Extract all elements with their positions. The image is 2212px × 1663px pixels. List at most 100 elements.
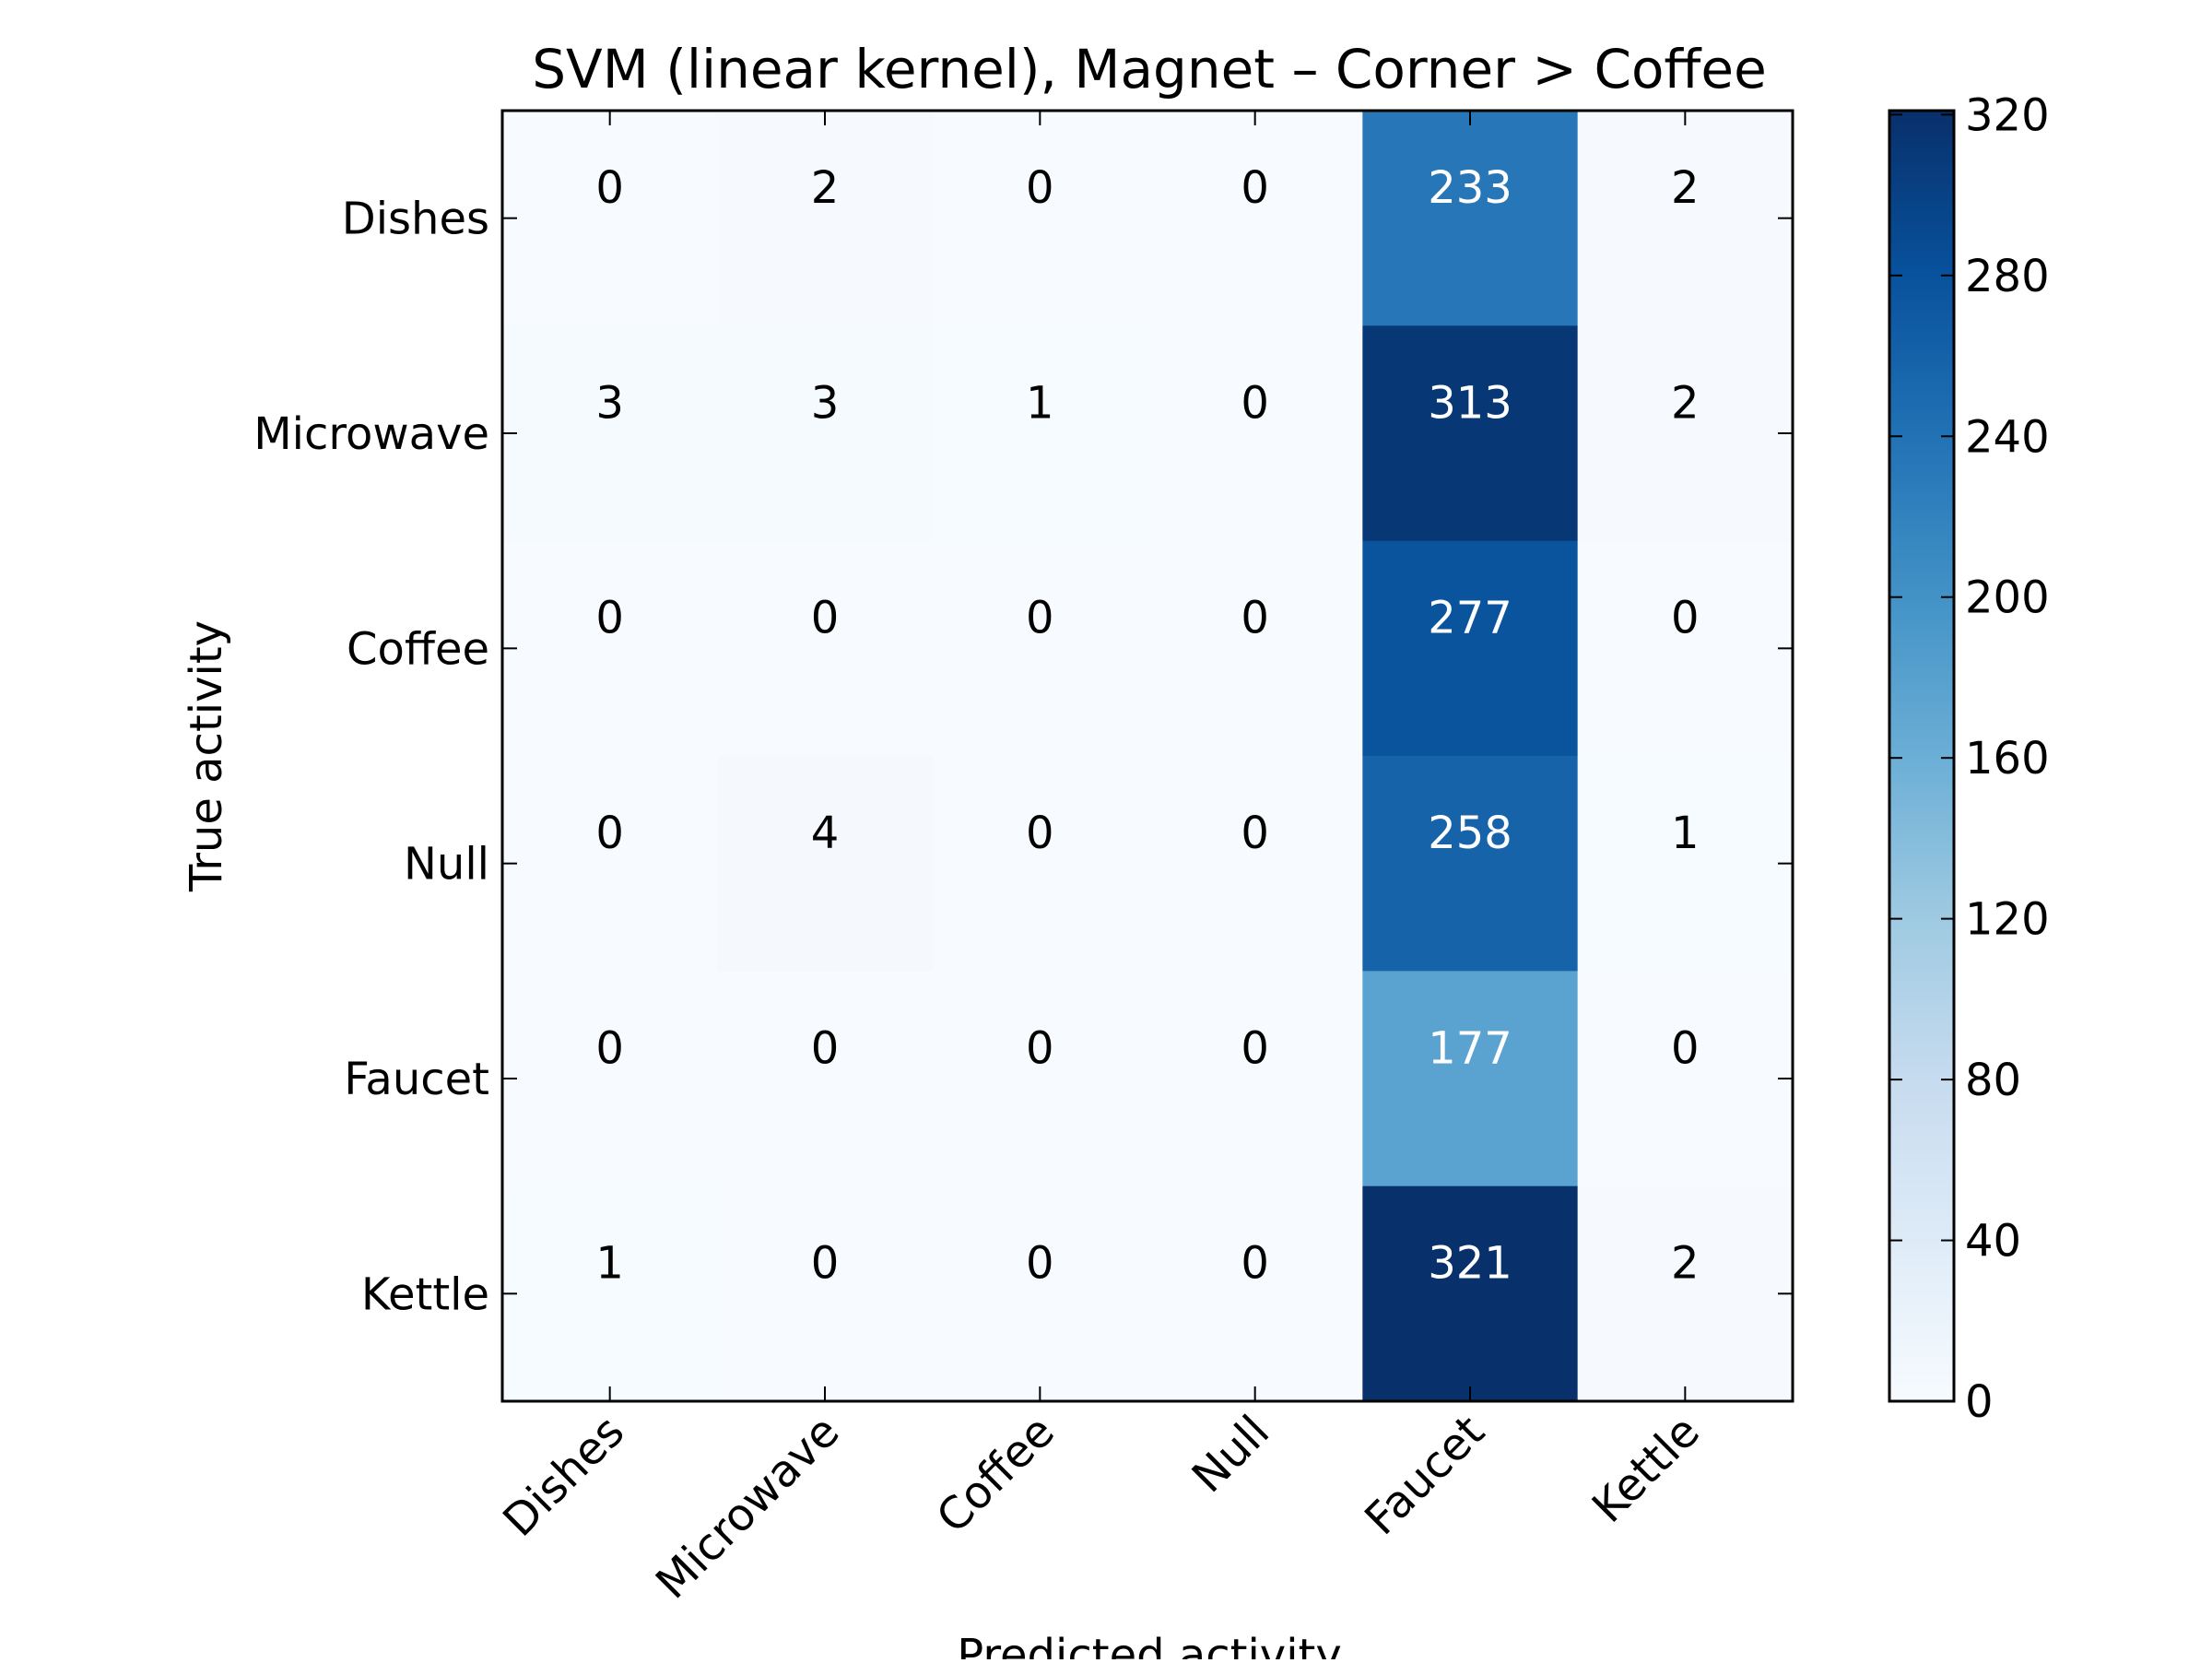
colorbar-tick-label: 0 — [1965, 1376, 1994, 1428]
chart-title: SVM (linear kernel), Magnet – Corner > C… — [532, 38, 1767, 100]
colorbar-tick-label: 280 — [1965, 251, 2050, 302]
heatmap-cell-r0-c2 — [932, 111, 1148, 326]
heatmap-cell-r1-c2 — [932, 325, 1148, 542]
x-axis-label: Predicted activity — [957, 1630, 1342, 1659]
heatmap-cell-r0-c0 — [502, 111, 718, 326]
cell-value-label-r0-c1: 2 — [811, 162, 840, 214]
colorbar-tick-label: 40 — [1965, 1216, 2021, 1268]
y-tick-labels: Dishes Microwave Coffee Null Faucet Kettle — [253, 194, 489, 1321]
y-tick-label: Null — [404, 839, 489, 890]
cell-value-label-r4-c3: 0 — [1241, 1022, 1269, 1074]
cell-value-label-r4-c0: 0 — [595, 1022, 624, 1074]
cell-value-label-r2-c3: 0 — [1241, 593, 1269, 644]
heatmap-cell-r4-c3 — [1147, 971, 1363, 1187]
colorbar-tick-label: 240 — [1965, 411, 2050, 463]
cell-value-label-r2-c4: 277 — [1428, 593, 1512, 644]
cell-value-label-r3-c1: 4 — [811, 808, 840, 859]
heatmap-cell-r0-c3 — [1147, 111, 1363, 326]
heatmap-cell-r1-c1 — [717, 325, 934, 542]
x-tick-label: Kettle — [1583, 1406, 1710, 1533]
cell-value-label-r4-c1: 0 — [811, 1022, 840, 1074]
colorbar-tick-label: 200 — [1965, 572, 2050, 624]
heatmap-cell-r1-c4 — [1362, 325, 1579, 542]
cell-value-label-r0-c4: 233 — [1428, 162, 1512, 214]
heatmap-cell-labels: 0 2 0 0 233 23 3 1 0 313 20 0 0 0 277 00 4 0 0 258 10 0 0 0 177 0… — [595, 162, 1699, 1290]
y-tick-label: Coffee — [347, 623, 489, 675]
heatmap-cell-r3-c5 — [1577, 756, 1794, 972]
cell-value-label-r5-c0: 1 — [595, 1238, 624, 1290]
cell-value-label-r2-c0: 0 — [595, 593, 624, 644]
heatmap-cell-r4-c2 — [932, 971, 1148, 1187]
heatmap-cell-r0-c5 — [1577, 111, 1794, 326]
cell-value-label-r5-c4: 321 — [1428, 1238, 1512, 1290]
heatmap-cells — [502, 111, 1794, 1402]
cell-value-label-r4-c5: 0 — [1671, 1022, 1700, 1074]
cell-value-label-r5-c1: 0 — [811, 1238, 840, 1290]
heatmap-cell-r2-c0 — [502, 540, 718, 757]
heatmap-cell-r4-c0 — [502, 971, 718, 1187]
colorbar-tick-label: 80 — [1965, 1055, 2021, 1106]
cell-value-label-r4-c2: 0 — [1026, 1022, 1054, 1074]
heatmap-cell-r4-c5 — [1577, 971, 1794, 1187]
heatmap-cell-r5-c2 — [932, 1185, 1148, 1402]
cell-value-label-r1-c3: 0 — [1241, 377, 1269, 429]
cell-value-label-r5-c3: 0 — [1241, 1238, 1269, 1290]
colorbar-ticks: 0 40 80 120 160 200 240 280 320 — [1889, 89, 2050, 1428]
y-tick-label: Dishes — [342, 194, 489, 245]
cell-value-label-r4-c4: 177 — [1428, 1022, 1512, 1074]
x-tick-labels: Dishes Microwave Coffee Null Faucet Kettle — [493, 1406, 1710, 1609]
heatmap-cell-r3-c4 — [1362, 756, 1579, 972]
cell-value-label-r5-c5: 2 — [1671, 1238, 1700, 1290]
heatmap-cell-r3-c1 — [717, 756, 934, 972]
cell-value-label-r5-c2: 0 — [1026, 1238, 1054, 1290]
heatmap-cell-r3-c2 — [932, 756, 1148, 972]
heatmap-cell-r2-c1 — [717, 540, 934, 757]
x-tick-label: Coffee — [927, 1406, 1065, 1543]
heatmap-cell-r2-c3 — [1147, 540, 1363, 757]
y-tick-label: Microwave — [253, 408, 489, 460]
x-tick-label: Null — [1182, 1406, 1279, 1503]
cell-value-label-r2-c2: 0 — [1026, 593, 1054, 644]
cell-value-label-r0-c0: 0 — [595, 162, 624, 214]
heatmap-cell-r5-c5 — [1577, 1185, 1794, 1402]
x-tick-label: Faucet — [1355, 1406, 1494, 1545]
heatmap-cell-r5-c3 — [1147, 1185, 1363, 1402]
cell-value-label-r1-c5: 2 — [1671, 377, 1700, 429]
y-tick-label: Faucet — [344, 1054, 489, 1105]
heatmap-cell-r0-c4 — [1362, 111, 1579, 326]
heatmap-cell-r1-c0 — [502, 325, 718, 542]
cell-value-label-r1-c0: 3 — [595, 377, 624, 429]
heatmap-cell-r5-c1 — [717, 1185, 934, 1402]
cell-value-label-r1-c4: 313 — [1428, 377, 1512, 429]
cell-value-label-r1-c2: 1 — [1026, 377, 1054, 429]
heatmap-cell-r5-c4 — [1362, 1185, 1579, 1402]
cell-value-label-r2-c1: 0 — [811, 593, 840, 644]
y-axis-label: True activity — [181, 620, 232, 892]
colorbar-tick-label: 320 — [1965, 89, 2050, 141]
cell-value-label-r0-c3: 0 — [1241, 162, 1269, 214]
y-tick-label: Kettle — [361, 1268, 489, 1320]
heatmap-cell-r4-c4 — [1362, 971, 1579, 1187]
cell-value-label-r3-c5: 1 — [1671, 808, 1700, 859]
colorbar-tick-label: 160 — [1965, 733, 2050, 784]
heatmap-cell-r3-c3 — [1147, 756, 1363, 972]
cell-value-label-r3-c0: 0 — [595, 808, 624, 859]
heatmap-cell-r2-c5 — [1577, 540, 1794, 757]
heatmap-cell-r4-c1 — [717, 971, 934, 1187]
x-tick-label: Microwave — [646, 1406, 849, 1609]
heatmap-cell-r1-c3 — [1147, 325, 1363, 542]
cell-value-label-r0-c2: 0 — [1026, 162, 1054, 214]
x-tick-label: Dishes — [493, 1406, 634, 1547]
cell-value-label-r1-c1: 3 — [811, 377, 840, 429]
cell-value-label-r3-c4: 258 — [1428, 808, 1512, 859]
heatmap-cell-r2-c4 — [1362, 540, 1579, 757]
heatmap-cell-r3-c0 — [502, 756, 718, 972]
colorbar-tick-label: 120 — [1965, 894, 2050, 946]
axis-ticks — [502, 111, 1793, 1401]
heatmap-cell-r2-c2 — [932, 540, 1148, 757]
cell-value-label-r3-c3: 0 — [1241, 808, 1269, 859]
heatmap-cell-r5-c0 — [502, 1185, 718, 1402]
cell-value-label-r2-c5: 0 — [1671, 593, 1700, 644]
